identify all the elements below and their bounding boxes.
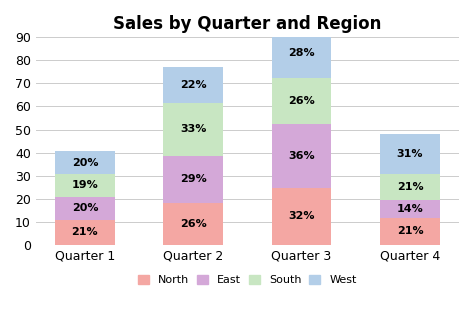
Text: 26%: 26% <box>288 96 315 106</box>
Text: 36%: 36% <box>288 151 315 161</box>
Text: 28%: 28% <box>288 48 315 58</box>
Text: 21%: 21% <box>397 182 423 192</box>
Bar <box>380 174 440 201</box>
Text: 33%: 33% <box>180 124 207 135</box>
Bar <box>272 28 331 78</box>
Text: 22%: 22% <box>180 80 207 90</box>
Legend: North, East, South, West: North, East, South, West <box>138 275 356 285</box>
Bar <box>164 67 223 103</box>
Text: 32%: 32% <box>288 211 315 221</box>
Title: Sales by Quarter and Region: Sales by Quarter and Region <box>113 15 382 33</box>
Text: 21%: 21% <box>397 227 423 237</box>
Bar <box>272 124 331 188</box>
Bar <box>380 135 440 174</box>
Bar <box>164 203 223 245</box>
Text: 14%: 14% <box>397 204 423 214</box>
Text: 21%: 21% <box>72 227 98 238</box>
Text: 20%: 20% <box>72 203 98 213</box>
Bar <box>380 218 440 245</box>
Text: 31%: 31% <box>397 149 423 159</box>
Bar <box>272 78 331 124</box>
Bar <box>55 220 115 245</box>
Bar <box>272 188 331 245</box>
Bar <box>55 197 115 220</box>
Text: 29%: 29% <box>180 175 207 185</box>
Text: 19%: 19% <box>72 180 98 190</box>
Text: 26%: 26% <box>180 219 207 229</box>
Bar <box>164 156 223 203</box>
Bar <box>164 103 223 156</box>
Bar <box>55 151 115 174</box>
Bar <box>380 201 440 218</box>
Bar <box>55 174 115 197</box>
Text: 20%: 20% <box>72 158 98 167</box>
